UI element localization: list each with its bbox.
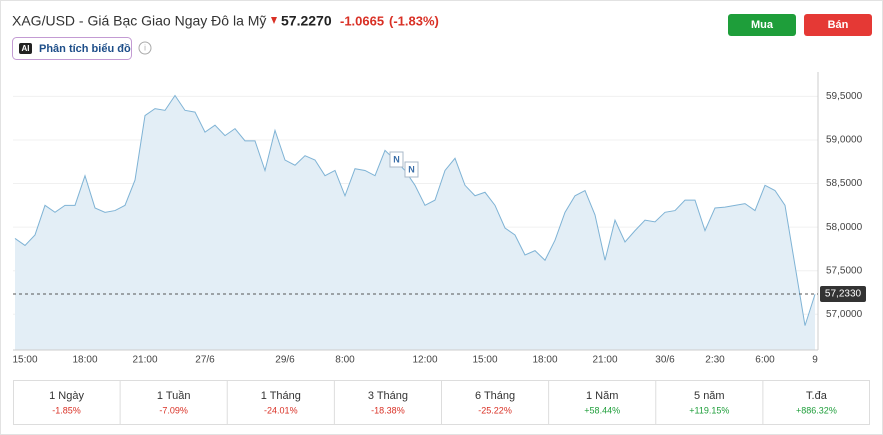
period-label[interactable]: T.đa <box>806 390 828 402</box>
x-tick-label: 2:30 <box>705 355 725 366</box>
x-tick-label: 18:00 <box>532 355 557 366</box>
area <box>15 95 815 350</box>
period-label[interactable]: 3 Tháng <box>368 390 408 402</box>
period-change: -1.85% <box>52 405 81 415</box>
news-marker[interactable] <box>389 151 404 168</box>
y-tick-label: 59,0000 <box>826 135 863 146</box>
period-label[interactable]: 1 Năm <box>586 390 618 402</box>
sell-button[interactable] <box>804 14 872 36</box>
last-price-box <box>820 285 866 302</box>
x-tick-label: 27/6 <box>195 355 215 366</box>
x-tick-label: 6:00 <box>755 355 775 366</box>
period-change: -18.38% <box>371 405 405 415</box>
y-tick-label: 58,0000 <box>826 222 863 233</box>
x-tick-label: 15:00 <box>472 355 497 366</box>
x-tick-label: 29/6 <box>275 355 295 366</box>
ai-badge: AI <box>22 44 30 53</box>
x-tick-label: 9 <box>812 355 818 366</box>
chart: Investing.com57,000057,500058,000058,500… <box>12 72 866 366</box>
price-line <box>14 94 816 326</box>
period-change: -25.22% <box>478 405 512 415</box>
news-marker[interactable] <box>404 161 419 178</box>
y-tick-label: 57,0000 <box>826 309 863 320</box>
title: XAG/USD - Giá Bạc Giao Ngay Đô la Mỹ <box>12 13 266 29</box>
x-tick-label: 8:00 <box>335 355 355 366</box>
period-change: -24.01% <box>264 405 298 415</box>
info-icon[interactable] <box>138 41 152 55</box>
ai-icon <box>19 43 32 54</box>
period-label[interactable]: 1 Ngày <box>49 390 84 402</box>
y-tick-label: 59,5000 <box>826 91 863 102</box>
buy-button[interactable] <box>728 14 796 36</box>
period-label[interactable]: 6 Tháng <box>475 390 515 402</box>
y-tick-label: 58,5000 <box>826 178 863 189</box>
x-tick-label: 15:00 <box>12 355 37 366</box>
change-percent: (-1.83%) <box>389 13 439 28</box>
period-change: +886.32% <box>796 405 837 415</box>
y-tick-label: 57,5000 <box>826 265 863 276</box>
change: -1.0665 <box>340 13 384 28</box>
down-arrow <box>271 17 277 24</box>
period-change: -7.09% <box>159 405 188 415</box>
performance-table: 1 Ngày -1.85% 1 Tuần -7.09% 1 Tháng -24.01% 3 … <box>13 380 870 425</box>
period-label[interactable]: 1 Tuần <box>157 390 191 402</box>
last-price-label: 57,2330 <box>825 289 862 300</box>
x-tick-label: 21:00 <box>592 355 617 366</box>
price: 57.2270 <box>281 13 332 29</box>
x-tick-label: 18:00 <box>72 355 97 366</box>
period-label[interactable]: 1 Tháng <box>261 390 301 402</box>
x-tick-label: 30/6 <box>655 355 675 366</box>
period-change: +119.15% <box>689 405 729 415</box>
news-marker-label: N <box>408 164 415 174</box>
buy-label: Mua <box>751 19 774 31</box>
sell-label: Bán <box>828 19 849 31</box>
news-marker-label: N <box>393 154 400 164</box>
x-tick-label: 12:00 <box>412 355 437 366</box>
period-label[interactable]: 5 năm <box>694 390 725 402</box>
x-tick-label: 21:00 <box>132 355 157 366</box>
ai-button-label: Phân tích biểu đồ <box>39 43 131 55</box>
period-change: +58.44% <box>584 405 620 415</box>
ai-button[interactable] <box>12 37 132 60</box>
info-i: i <box>144 44 146 53</box>
